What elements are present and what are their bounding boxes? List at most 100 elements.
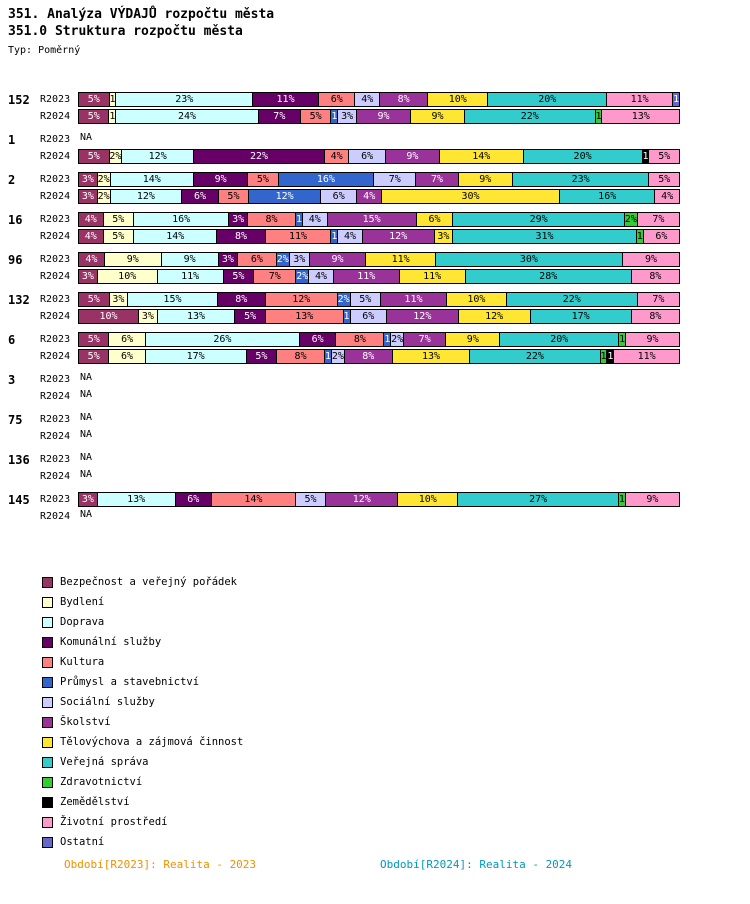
bar-segment: 1: [384, 333, 392, 346]
segment-value-label: 11%: [637, 351, 656, 362]
segment-value-label: 6%: [361, 151, 374, 162]
segment-value-label: 7%: [431, 174, 444, 185]
bar-segment: 1: [673, 93, 680, 106]
bar-segment: 11%: [253, 93, 320, 106]
segment-value-label: 23%: [175, 94, 194, 105]
bar-segment: 11%: [614, 350, 680, 363]
bar-segment: 8%: [277, 350, 326, 363]
bar-segment: 6%: [643, 230, 680, 243]
bar-group: 132 R2023 5% 3% 15% 8% 12% 2% 5% 11% 10% 22% 7% R2024…: [0, 292, 750, 324]
segment-value-label: 10%: [118, 271, 137, 282]
bar-segment: 5%: [649, 150, 679, 163]
bar-segment: 11%: [399, 270, 466, 283]
period-label: R2023: [40, 214, 71, 225]
bar-segment: 5%: [103, 213, 135, 226]
bar-segment: 11%: [366, 253, 436, 266]
segment-value-label: 1: [109, 111, 116, 122]
segment-value-label: 14%: [166, 231, 185, 242]
na-bar: NA: [78, 412, 680, 427]
legend-label: Sociální služby: [60, 696, 155, 708]
segment-value-label: 14%: [142, 174, 161, 185]
na-bar: NA: [78, 509, 680, 524]
bar-segment: 23%: [116, 93, 254, 106]
bar-segment: 9%: [194, 173, 249, 186]
bar-group: 16 R2023 4% 5% 16% 3% 8% 1 4% 15% 6% 29% 2% 7% R2024 4%…: [0, 212, 750, 244]
segment-value-label: 12%: [389, 231, 408, 242]
na-bar: NA: [78, 469, 680, 484]
segment-value-label: 4%: [661, 191, 674, 202]
bar-segment: 1: [642, 150, 650, 163]
bar-segment: 4%: [357, 190, 382, 203]
segment-value-label: 6%: [330, 94, 343, 105]
bar-segment: 6%: [350, 310, 387, 323]
bar-segment: 9%: [625, 493, 679, 506]
bar-group: 136 R2023 NA R2024 NA: [0, 452, 750, 484]
period-label: R2024: [40, 431, 71, 442]
bar-segment: 1: [600, 350, 608, 363]
stacked-bar: 4% 5% 16% 3% 8% 1 4% 15% 6% 29% 2% 7%: [78, 212, 680, 227]
bar-segment: 3%: [338, 110, 357, 123]
bar-segment: 20%: [500, 333, 620, 346]
bar-segment: 7%: [374, 173, 417, 186]
bar-segment: 23%: [512, 173, 650, 186]
legend-item: Kultura: [42, 652, 243, 672]
legend-swatch-icon: [42, 816, 53, 828]
segment-value-label: 5%: [255, 351, 268, 362]
bar-segment: 3%: [289, 253, 310, 266]
period-label: R2023: [40, 94, 71, 105]
legend-label: Zdravotnictví: [60, 776, 143, 788]
segment-value-label: 9%: [331, 254, 344, 265]
bar-segment: 28%: [465, 270, 632, 283]
bar-segment: 8%: [217, 293, 266, 306]
legend-swatch-icon: [42, 576, 53, 588]
stacked-bar: 4% 9% 9% 3% 6% 2% 3% 9% 11% 30% 9%: [78, 252, 680, 267]
segment-value-label: 22%: [525, 351, 544, 362]
segment-value-label: 2%: [391, 334, 404, 345]
bar-segment: 9%: [458, 173, 513, 186]
legend-item: Zdravotnictví: [42, 772, 243, 792]
segment-value-label: 2%: [337, 294, 350, 305]
group-label: 136: [8, 452, 30, 467]
segment-value-label: 8%: [265, 214, 278, 225]
bar-segment: 6%: [299, 333, 337, 346]
bar-segment: 3%: [109, 293, 129, 306]
segment-value-label: 5%: [112, 214, 125, 225]
bar-segment: 2%: [331, 350, 345, 363]
bar-segment: 1: [296, 213, 303, 226]
bar-segment: 4%: [79, 213, 104, 226]
segment-value-label: 22%: [562, 294, 581, 305]
bar-segment: 30%: [382, 190, 560, 203]
chart-row: R2024 5% 6% 17% 5% 8% 1 2% 8% 13% 22% 1 1 11%: [0, 349, 750, 364]
segment-value-label: 14%: [244, 494, 263, 505]
bar-segment: 31%: [453, 230, 637, 243]
bar-segment: 3%: [79, 173, 98, 186]
chart-row: 96 R2023 4% 9% 9% 3% 6% 2% 3% 9% 11% 30% 9%: [0, 252, 750, 267]
bar-segment: 6%: [321, 190, 358, 203]
segment-value-label: 3%: [81, 494, 94, 505]
bar-segment: 2%: [276, 253, 290, 266]
legend-item: Ostatní: [42, 832, 243, 852]
segment-value-label: 12%: [136, 191, 155, 202]
segment-value-label: 4%: [344, 231, 357, 242]
legend-swatch-icon: [42, 836, 53, 848]
segment-value-label: 3%: [112, 294, 125, 305]
legend-label: Tělovýchova a zájmová činnost: [60, 736, 244, 748]
bar-segment: 11%: [381, 293, 447, 306]
na-text: NA: [80, 389, 93, 400]
segment-value-label: 11%: [423, 271, 442, 282]
bar-segment: 2%: [625, 213, 638, 226]
period-label: R2024: [40, 151, 71, 162]
chart-row: 136 R2023 NA: [0, 452, 750, 467]
segment-value-label: 11%: [630, 94, 649, 105]
segment-value-label: 11%: [391, 254, 410, 265]
page-title: 351. Analýza VÝDAJŮ rozpočtu města: [8, 7, 275, 22]
segment-value-label: 13%: [631, 111, 650, 122]
bar-segment: 5%: [248, 173, 279, 186]
segment-value-label: 10%: [418, 494, 437, 505]
segment-value-label: 9%: [645, 254, 658, 265]
group-label: 3: [8, 372, 16, 387]
segment-value-label: 5%: [244, 311, 257, 322]
segment-value-label: 1: [296, 214, 303, 225]
bar-segment: 1: [618, 493, 626, 506]
bar-segment: 10%: [97, 270, 158, 283]
